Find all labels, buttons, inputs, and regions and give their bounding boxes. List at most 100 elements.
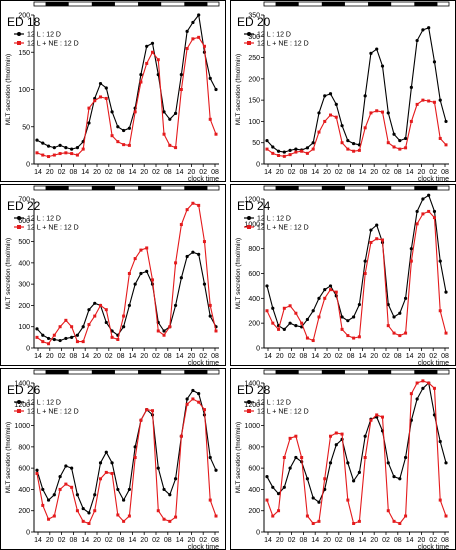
x-tick-label: 02 [58, 353, 66, 360]
data-point [277, 153, 281, 157]
data-point [305, 514, 309, 518]
x-tick-label: 20 [370, 353, 378, 360]
data-point [346, 138, 350, 143]
dark-phase-block [184, 2, 208, 6]
dark-phase-block [91, 186, 115, 190]
x-tick-label: 14 [359, 169, 367, 176]
data-point [340, 315, 344, 319]
data-point [104, 86, 108, 90]
data-point [127, 143, 131, 147]
legend-swatch-marker [247, 41, 251, 45]
data-point [409, 119, 413, 123]
data-point [162, 132, 166, 136]
dark-phase-block [45, 186, 69, 190]
data-point [87, 511, 91, 515]
data-point [81, 506, 85, 511]
data-point [75, 340, 79, 344]
x-tick-label: 20 [323, 353, 331, 360]
dark-phase-block [414, 370, 438, 374]
data-point [317, 111, 321, 115]
data-point [438, 98, 442, 102]
x-axis-label: clock time [188, 176, 219, 183]
data-point [41, 333, 45, 337]
data-point [41, 153, 45, 157]
x-tick-label: 08 [300, 169, 308, 176]
data-point [427, 193, 431, 197]
x-tick-label: 14 [129, 537, 137, 544]
legend-swatch-marker [247, 216, 251, 220]
x-tick-label: 02 [58, 169, 66, 176]
data-point [150, 41, 155, 45]
data-point [398, 138, 402, 143]
data-point [70, 466, 74, 470]
data-point [438, 439, 442, 444]
data-point [271, 151, 275, 155]
x-tick-label: 14 [359, 353, 367, 360]
dark-phase-block [275, 2, 299, 6]
x-tick-label: 02 [58, 537, 66, 544]
data-point [265, 498, 269, 502]
x-tick-label: 20 [276, 353, 284, 360]
data-point [127, 514, 131, 518]
data-point [421, 98, 425, 102]
light-dark-bar [33, 1, 220, 7]
data-point [329, 288, 333, 292]
data-point [363, 434, 367, 438]
data-point [363, 94, 367, 98]
data-point [305, 317, 310, 322]
data-point [98, 461, 103, 465]
y-tick-label: 1000 [14, 423, 30, 430]
dark-phase-block [368, 370, 392, 374]
data-point [427, 381, 431, 385]
y-tick-label: 200 [248, 321, 260, 328]
data-point [288, 436, 292, 440]
light-dark-bar [33, 369, 220, 375]
data-point [139, 73, 143, 77]
legend-label: 12 L + NE : 12 D [257, 409, 309, 416]
data-point [46, 336, 51, 341]
data-point [75, 146, 80, 150]
data-point [81, 147, 85, 151]
data-point [375, 223, 379, 227]
data-point [444, 331, 448, 335]
data-point [139, 80, 143, 84]
legend-swatch-marker [17, 225, 21, 229]
legend-label: 12 L : 12 D [257, 400, 291, 407]
data-point [179, 88, 183, 91]
data-point [369, 111, 373, 115]
data-point [392, 315, 396, 319]
data-point [110, 110, 114, 114]
data-point [409, 259, 413, 263]
data-point [369, 51, 373, 55]
data-point [334, 115, 338, 119]
y-tick-label: 1200 [244, 197, 260, 204]
data-point [116, 337, 120, 341]
data-point [403, 136, 408, 141]
data-point [93, 509, 97, 513]
data-point [386, 111, 390, 115]
data-point [168, 519, 172, 523]
legend-swatch-marker [247, 32, 251, 36]
x-tick-label: 08 [211, 169, 219, 176]
y-tick-label: 150 [248, 98, 260, 105]
x-tick-label: 02 [429, 169, 437, 176]
x-tick-label: 14 [359, 537, 367, 544]
y-tick-label: 1200 [14, 402, 30, 409]
legend-label: 12 L : 12 D [27, 32, 61, 39]
y-tick-label: 300 [248, 34, 260, 41]
x-tick-label: 02 [382, 537, 390, 544]
chart-panel-5: ED 28 0 200 400 600 800 1000 1200 1400 MLT secret… [230, 368, 456, 550]
x-tick-label: 20 [418, 353, 426, 360]
data-point [110, 134, 114, 138]
data-point [357, 335, 361, 339]
x-tick-label: 08 [300, 537, 308, 544]
data-point [64, 482, 68, 486]
y-tick-label: 600 [18, 218, 30, 225]
data-point [323, 296, 327, 300]
legend-swatch-marker [17, 41, 21, 45]
legend-label: 12 L + NE : 12 D [27, 409, 79, 416]
x-tick-label: 08 [70, 169, 78, 176]
data-point [409, 247, 413, 251]
data-point [202, 282, 207, 286]
data-point [185, 254, 189, 259]
